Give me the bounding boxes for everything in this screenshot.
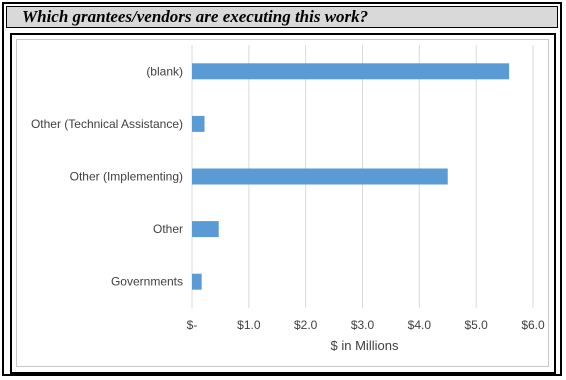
x-axis-title: $ in Millions xyxy=(331,338,399,353)
x-tick-label: $3.0 xyxy=(351,318,375,332)
category-label: Other (Implementing) xyxy=(70,170,183,184)
bar xyxy=(192,273,202,290)
x-tick-label: $6.0 xyxy=(521,318,545,332)
category-label: (blank) xyxy=(146,64,183,78)
bar-chart: $- $1.0 $2.0 $3.0 $4.0 $5.0 $6.0 (blank) Other (… xyxy=(31,45,545,353)
bar xyxy=(192,221,219,238)
bar xyxy=(192,115,205,132)
x-tick-label: $2.0 xyxy=(294,318,318,332)
question-header: Which grantees/vendors are executing thi… xyxy=(6,6,558,28)
category-label: Other (Technical Assistance) xyxy=(31,117,183,131)
bar xyxy=(192,168,448,185)
x-tick-label: $1.0 xyxy=(237,318,261,332)
category-label: Governments xyxy=(111,275,183,289)
category-label: Other xyxy=(153,222,183,236)
chart-area: $- $1.0 $2.0 $3.0 $4.0 $5.0 $6.0 (blank) Other (… xyxy=(16,39,549,367)
question-text: Which grantees/vendors are executing thi… xyxy=(22,7,369,26)
chart-frame: $- $1.0 $2.0 $3.0 $4.0 $5.0 $6.0 (blank) Other (… xyxy=(10,33,556,374)
outer-frame: Which grantees/vendors are executing thi… xyxy=(2,2,562,376)
x-tick-label: $5.0 xyxy=(464,318,488,332)
bar xyxy=(192,63,510,80)
x-tick-label: $4.0 xyxy=(408,318,432,332)
x-tick-label: $- xyxy=(187,318,198,332)
